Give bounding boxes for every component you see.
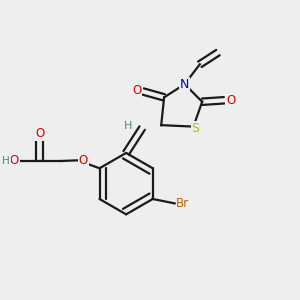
- Text: H: H: [124, 121, 132, 131]
- Text: H: H: [2, 156, 10, 166]
- Text: O: O: [226, 94, 235, 107]
- Text: O: O: [79, 154, 88, 166]
- Text: S: S: [191, 122, 199, 135]
- Text: O: O: [132, 84, 141, 98]
- Text: O: O: [35, 127, 44, 140]
- Text: O: O: [10, 154, 19, 167]
- Text: N: N: [180, 78, 189, 91]
- Text: Br: Br: [176, 197, 189, 210]
